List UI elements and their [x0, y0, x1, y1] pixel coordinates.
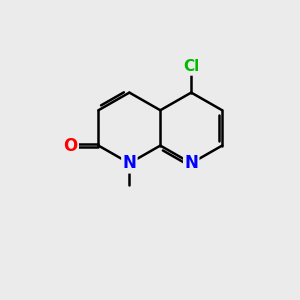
Text: Cl: Cl	[183, 59, 199, 74]
Text: N: N	[122, 154, 136, 172]
Text: O: O	[63, 136, 78, 154]
Text: N: N	[184, 154, 198, 172]
